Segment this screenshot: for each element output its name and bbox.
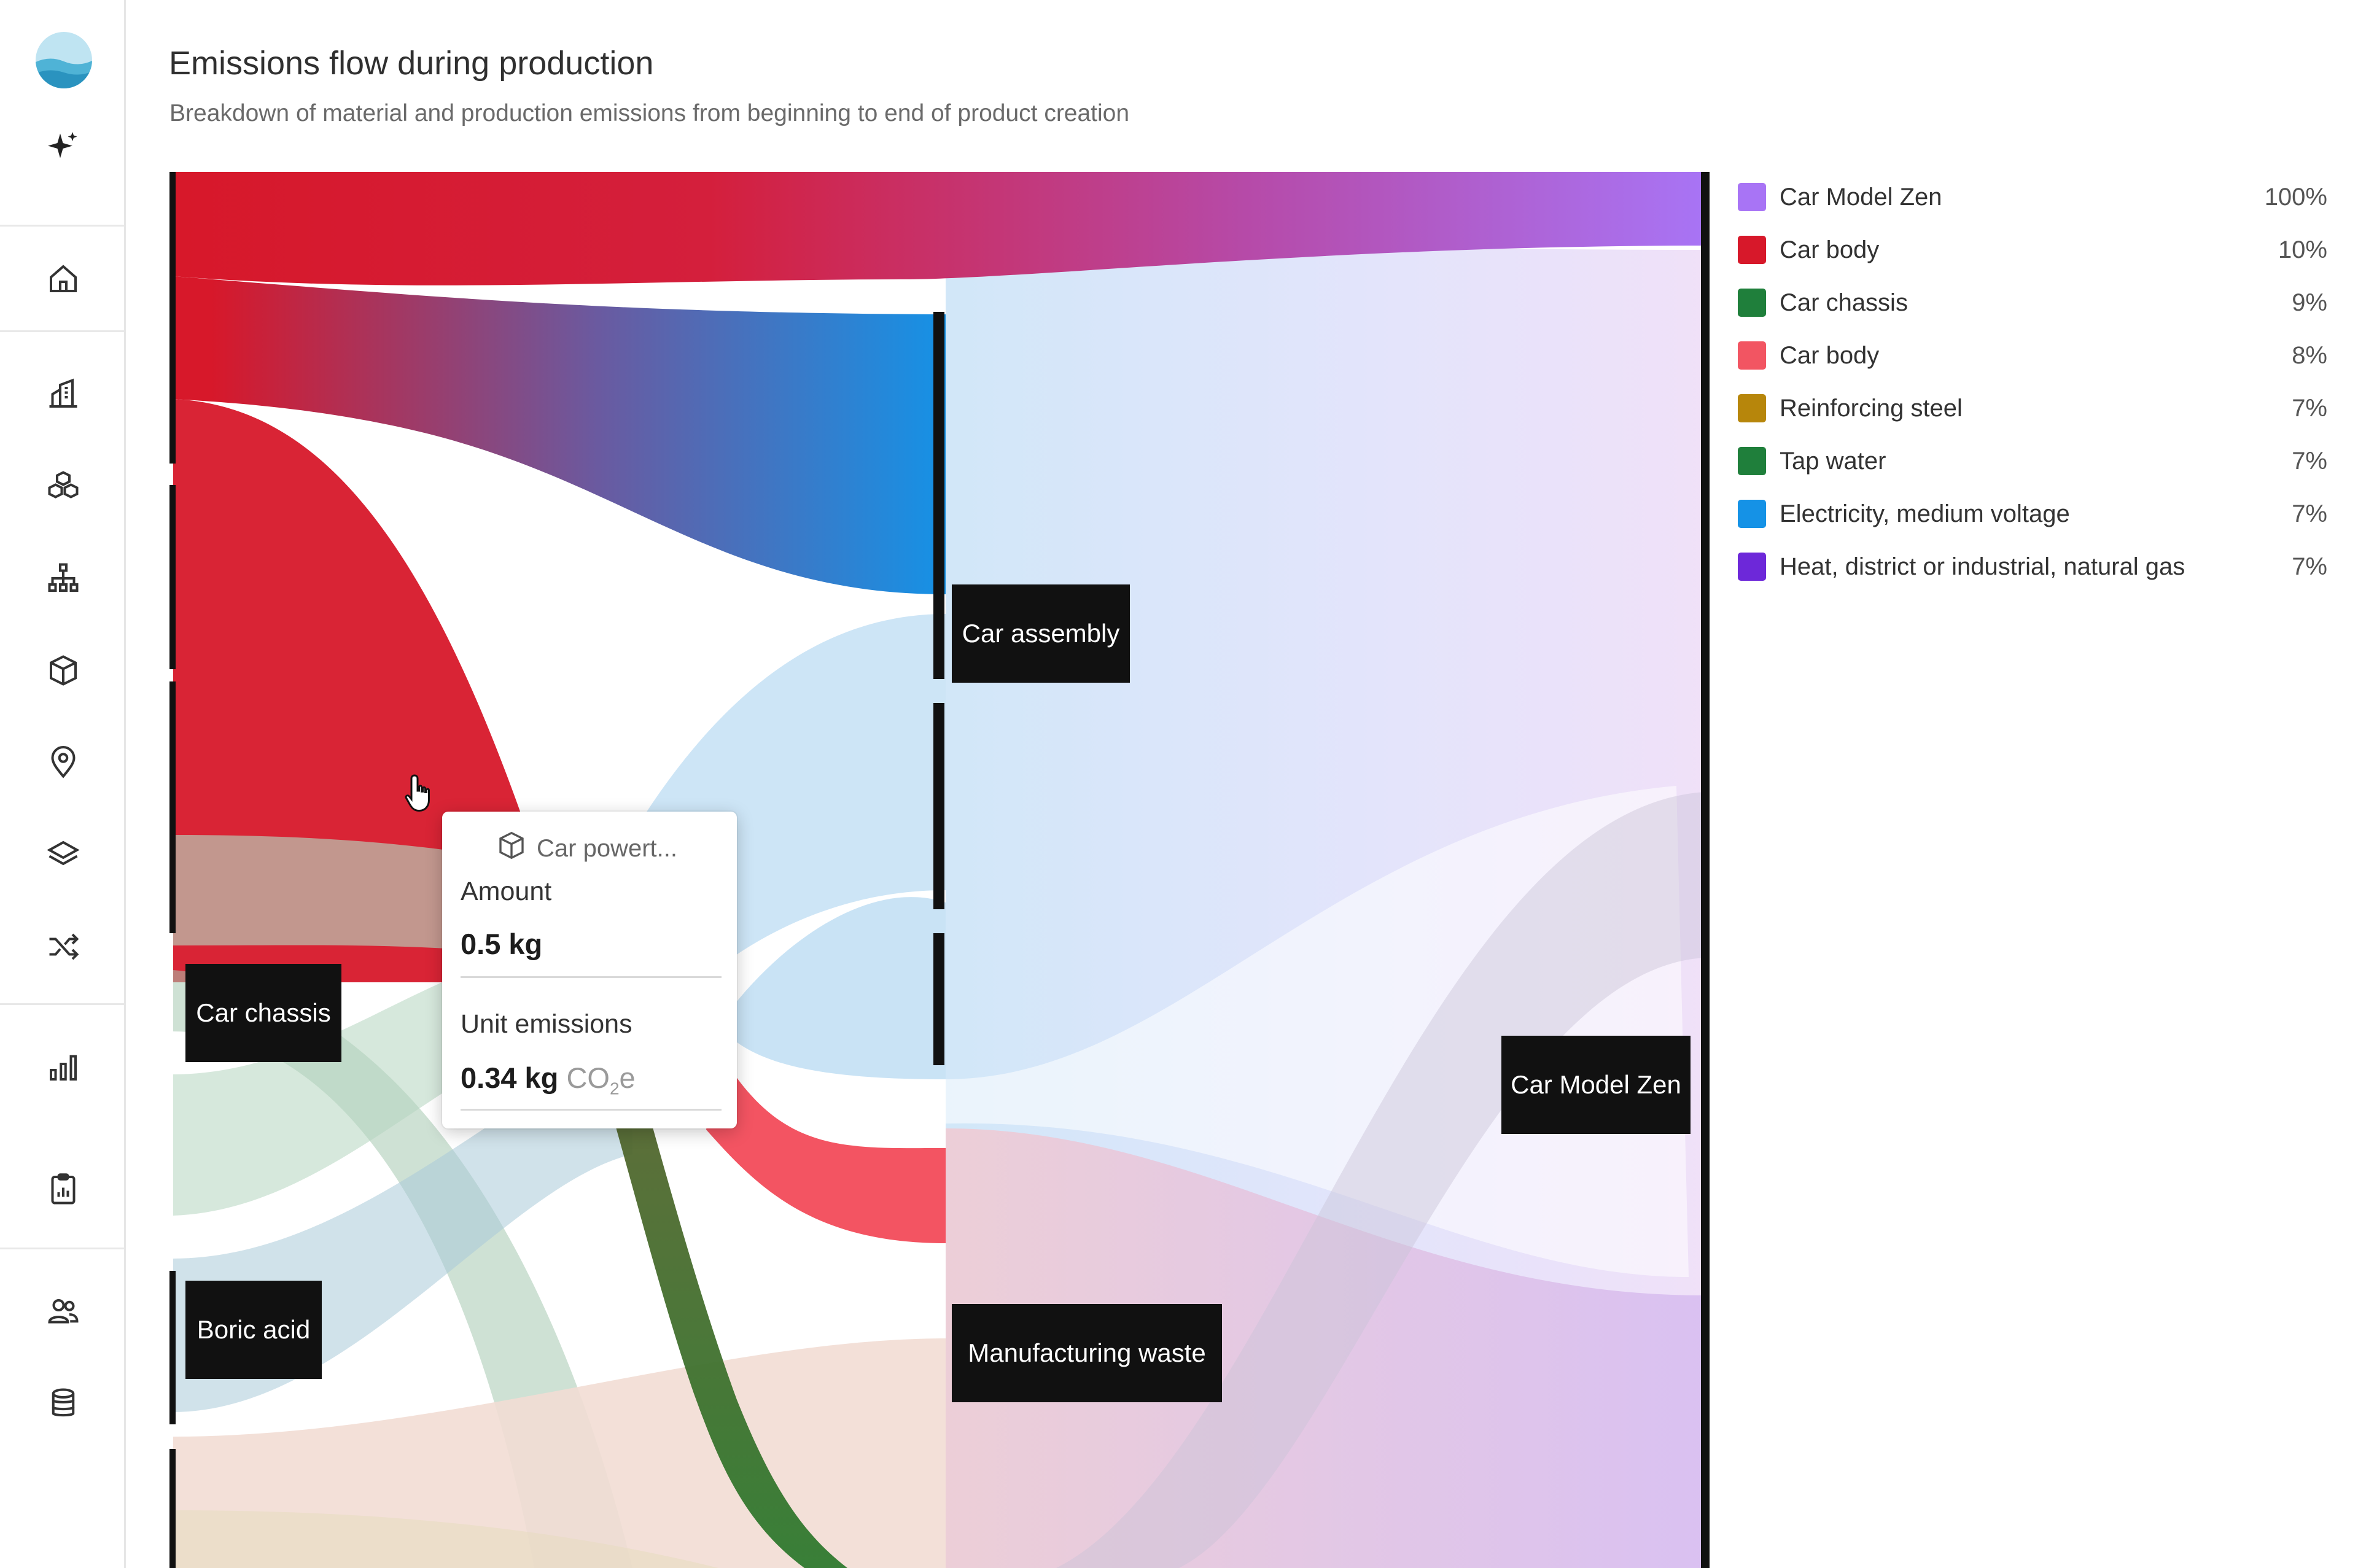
legend-item[interactable]: Electricity, medium voltage 7%	[1738, 487, 2327, 540]
tooltip-header: Car powert...	[495, 829, 677, 868]
legend-item[interactable]: Car body 8%	[1738, 329, 2327, 382]
legend-percent: 9%	[2292, 289, 2327, 316]
amount-value: 0.5 kg	[461, 928, 543, 960]
shuffle-icon[interactable]	[37, 921, 89, 972]
unit-emissions-value: 0.34 kg CO2e	[461, 1061, 636, 1098]
node-label-car-model-zen[interactable]: Car Model Zen	[1501, 1036, 1691, 1134]
legend-swatch	[1738, 447, 1766, 475]
legend-item[interactable]: Reinforcing steel 7%	[1738, 382, 2327, 435]
bar-chart-icon[interactable]	[37, 1041, 89, 1093]
node-label-car-assembly[interactable]: Car assembly	[952, 584, 1130, 683]
page-subtitle: Breakdown of material and production emi…	[169, 100, 1130, 126]
users-icon[interactable]	[37, 1286, 89, 1337]
legend: Car Model Zen 100% Car body 10% Car chassis 9…	[1738, 171, 2327, 593]
node-label-manufacturing-waste[interactable]: Manufacturing waste	[952, 1304, 1222, 1402]
amount-label: Amount	[461, 877, 552, 906]
clipboard-report-icon[interactable]	[37, 1163, 89, 1215]
legend-swatch	[1738, 500, 1766, 528]
legend-swatch	[1738, 394, 1766, 422]
legend-item[interactable]: Car Model Zen 100%	[1738, 171, 2327, 223]
app-logo[interactable]	[34, 31, 93, 90]
page-title: Emissions flow during production	[169, 45, 654, 82]
legend-item[interactable]: Heat, district or industrial, natural ga…	[1738, 540, 2327, 593]
legend-item[interactable]: Car body 10%	[1738, 223, 2327, 276]
legend-percent: 100%	[2264, 183, 2327, 211]
database-icon[interactable]	[37, 1378, 89, 1429]
legend-percent: 7%	[2292, 394, 2327, 422]
node-label-boric-acid[interactable]: Boric acid	[185, 1281, 322, 1379]
legend-percent: 7%	[2292, 553, 2327, 580]
hierarchy-icon[interactable]	[37, 553, 89, 604]
legend-percent: 8%	[2292, 341, 2327, 369]
legend-swatch	[1738, 553, 1766, 581]
sparkle-icon[interactable]	[37, 122, 89, 173]
node-bar-car-model-zen	[1701, 172, 1710, 1568]
legend-label: Tap water	[1780, 447, 1886, 475]
sankey-diagram: Car chassis Boric acid Car assembly Manu…	[166, 172, 1713, 1568]
legend-label: Car Model Zen	[1780, 183, 1942, 211]
unit-emissions-number: 0.34 kg	[461, 1062, 559, 1094]
node-bar-car-body	[169, 172, 176, 464]
legend-label: Reinforcing steel	[1780, 394, 1963, 422]
cube-icon[interactable]	[37, 645, 89, 696]
sidebar	[0, 0, 126, 1568]
legend-swatch	[1738, 341, 1766, 370]
unit-emissions-unit: CO2e	[566, 1062, 636, 1098]
location-pin-icon[interactable]	[37, 737, 89, 788]
legend-swatch	[1738, 236, 1766, 264]
legend-label: Heat, district or industrial, natural ga…	[1780, 553, 2185, 580]
node-label-car-chassis[interactable]: Car chassis	[185, 964, 341, 1062]
legend-swatch	[1738, 183, 1766, 211]
legend-percent: 7%	[2292, 447, 2327, 475]
legend-swatch	[1738, 289, 1766, 317]
flow-car-body-to-car-model-zen[interactable]	[173, 172, 1705, 285]
home-icon[interactable]	[37, 253, 89, 305]
divider	[461, 1109, 722, 1111]
unit-emissions-label: Unit emissions	[461, 1009, 632, 1039]
legend-label: Electricity, medium voltage	[1780, 500, 2070, 527]
divider	[461, 976, 722, 978]
hand-cursor-icon	[402, 772, 439, 815]
flow-manufacturing-waste[interactable]	[946, 1128, 1705, 1568]
components-icon[interactable]	[37, 460, 89, 512]
buildings-icon[interactable]	[37, 368, 89, 420]
tooltip-title: Car powert...	[537, 834, 677, 862]
legend-item[interactable]: Car chassis 9%	[1738, 276, 2327, 329]
legend-label: Car body	[1780, 341, 1880, 369]
legend-label: Car chassis	[1780, 289, 1908, 316]
legend-label: Car body	[1780, 236, 1880, 263]
legend-percent: 10%	[2278, 236, 2327, 263]
legend-percent: 7%	[2292, 500, 2327, 527]
cube-icon	[495, 829, 537, 868]
flow-car-body-to-car-assembly[interactable]	[173, 276, 946, 594]
layers-icon[interactable]	[37, 829, 89, 880]
flow-tooltip: Car powert... Amount 0.5 kg Unit emissio…	[442, 812, 737, 1128]
flow-car-body-to-manufacturing-waste[interactable]	[706, 1050, 946, 1243]
legend-item[interactable]: Tap water 7%	[1738, 435, 2327, 487]
node-bar-car-assembly	[933, 312, 944, 679]
